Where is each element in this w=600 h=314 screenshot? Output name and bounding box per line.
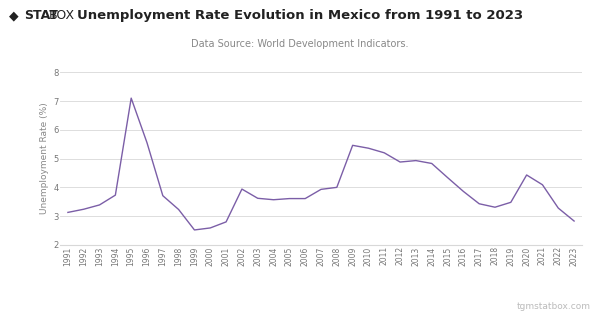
- Text: STAT: STAT: [24, 9, 58, 22]
- Text: tgmstatbox.com: tgmstatbox.com: [517, 302, 591, 311]
- Text: ◆: ◆: [9, 9, 19, 22]
- Text: BOX: BOX: [49, 9, 76, 22]
- Text: Unemployment Rate Evolution in Mexico from 1991 to 2023: Unemployment Rate Evolution in Mexico fr…: [77, 9, 523, 22]
- Y-axis label: Unemployment Rate (%): Unemployment Rate (%): [40, 103, 49, 214]
- Text: Data Source: World Development Indicators.: Data Source: World Development Indicator…: [191, 39, 409, 49]
